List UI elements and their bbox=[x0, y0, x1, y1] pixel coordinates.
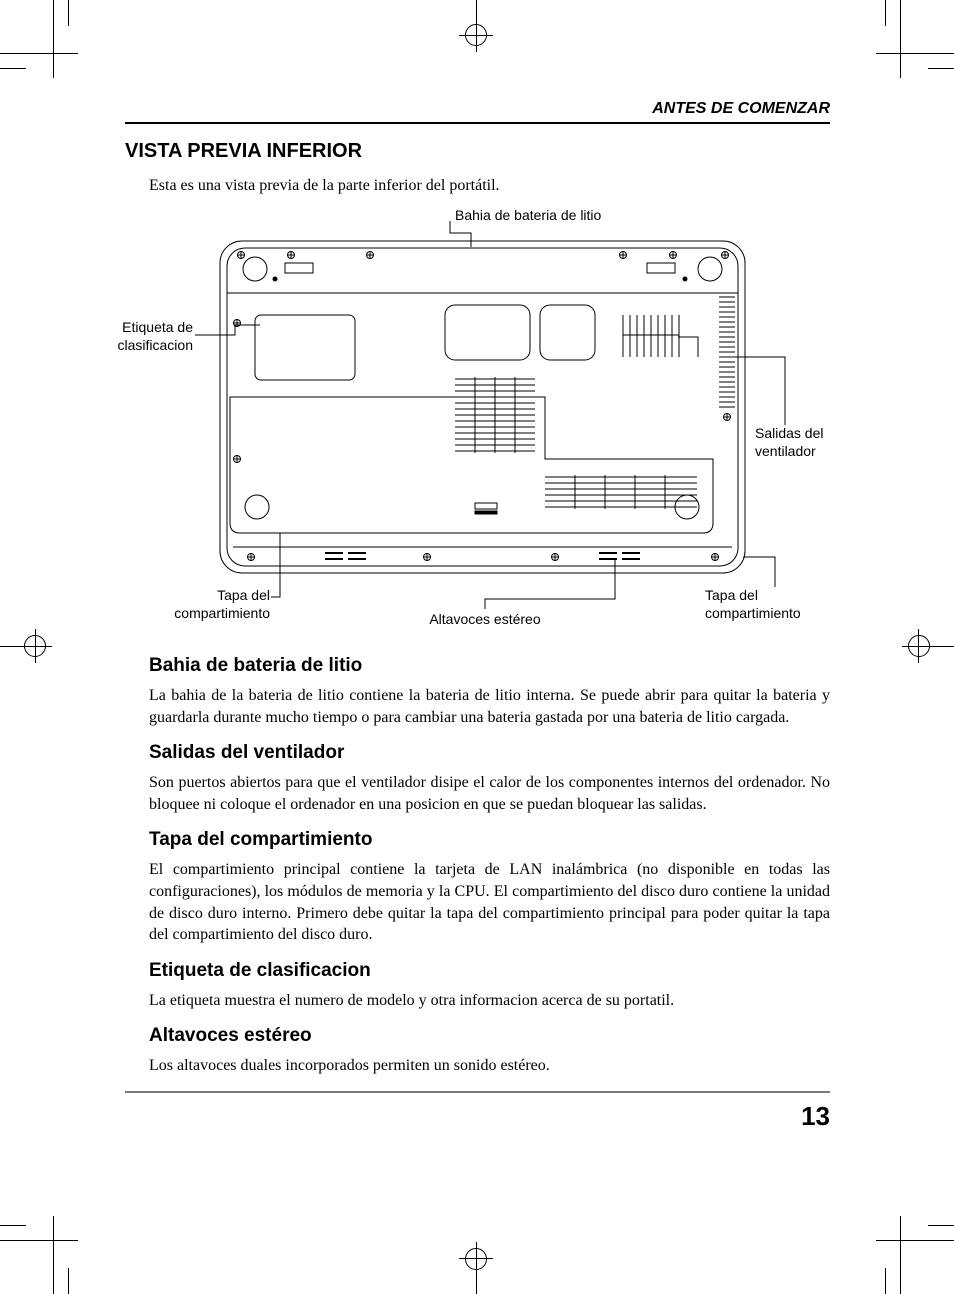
body-battery: La bahia de la bateria de litio contiene… bbox=[149, 685, 830, 728]
section-cover: Tapa del compartimiento El compartimient… bbox=[149, 829, 830, 945]
body-fan: Son puertos abiertos para que el ventila… bbox=[149, 772, 830, 815]
section-fan: Salidas del ventilador Son puertos abier… bbox=[149, 742, 830, 815]
body-rating: La etiqueta muestra el numero de modelo … bbox=[149, 990, 830, 1012]
heading-rating: Etiqueta de clasificacion bbox=[149, 960, 830, 982]
footer-rule bbox=[125, 1091, 830, 1093]
body-cover: El compartimiento principal contiene la … bbox=[149, 859, 830, 945]
intro-text: Esta es una vista previa de la parte inf… bbox=[149, 177, 830, 195]
laptop-bottom-diagram: Bahia de bateria de litio Etiqueta de cl… bbox=[125, 207, 830, 637]
callout-fan: Salidas del ventilador bbox=[755, 425, 824, 460]
callout-cover-left: Tapa del compartimiento bbox=[135, 587, 270, 622]
callout-battery: Bahia de bateria de litio bbox=[455, 207, 601, 225]
section-speakers: Altavoces estéreo Los altavoces duales i… bbox=[149, 1025, 830, 1077]
callout-speakers: Altavoces estéreo bbox=[425, 611, 545, 629]
heading-battery: Bahia de bateria de litio bbox=[149, 655, 830, 677]
heading-fan: Salidas del ventilador bbox=[149, 742, 830, 764]
page-title: VISTA PREVIA INFERIOR bbox=[125, 140, 830, 163]
section-rating: Etiqueta de clasificacion La etiqueta mu… bbox=[149, 960, 830, 1012]
running-header: ANTES DE COMENZAR bbox=[125, 100, 830, 124]
page-content: ANTES DE COMENZAR VISTA PREVIA INFERIOR … bbox=[125, 100, 830, 1132]
callout-rating: Etiqueta de clasificacion bbox=[105, 319, 193, 354]
body-speakers: Los altavoces duales incorporados permit… bbox=[149, 1055, 830, 1077]
heading-cover: Tapa del compartimiento bbox=[149, 829, 830, 851]
diagram-svg bbox=[125, 207, 830, 637]
page-number: 13 bbox=[125, 1101, 830, 1132]
callout-cover-right: Tapa del compartimiento bbox=[705, 587, 801, 622]
section-battery: Bahia de bateria de litio La bahia de la… bbox=[149, 655, 830, 728]
heading-speakers: Altavoces estéreo bbox=[149, 1025, 830, 1047]
